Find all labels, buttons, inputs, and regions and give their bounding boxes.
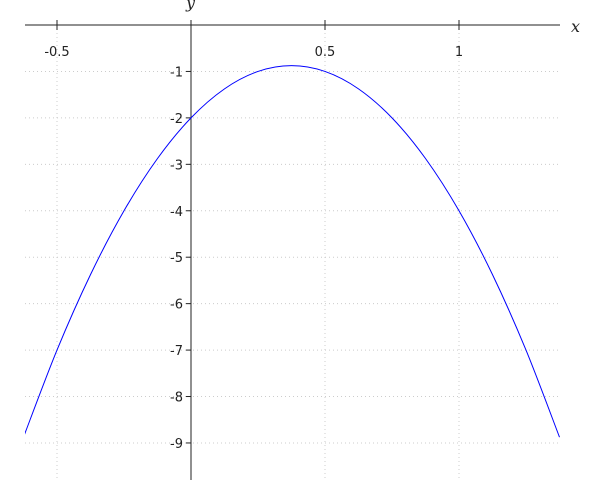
y-axis-label: y (185, 0, 196, 12)
x-tick-label: 1 (455, 45, 463, 60)
ticks: -0.5 0.5 1 -1 -2 -3 -4 -5 -6 -7 -8 -9 (44, 20, 463, 452)
y-tick-label: -5 (170, 251, 183, 266)
y-tick-label: -9 (170, 437, 183, 452)
axes: x y (25, 0, 580, 480)
y-tick-label: -7 (170, 344, 183, 359)
x-tick-label: -0.5 (44, 45, 69, 60)
y-tick-label: -2 (170, 112, 183, 127)
series (25, 65, 560, 438)
y-tick-label: -6 (170, 298, 183, 313)
grid (25, 25, 560, 480)
y-tick-label: -1 (170, 65, 183, 80)
y-tick-label: -8 (170, 391, 183, 406)
series-line (25, 65, 560, 438)
x-tick-label: 0.5 (315, 45, 336, 60)
x-axis-label: x (571, 17, 580, 36)
y-tick-label: -3 (170, 158, 183, 173)
y-tick-label: -4 (170, 205, 183, 220)
